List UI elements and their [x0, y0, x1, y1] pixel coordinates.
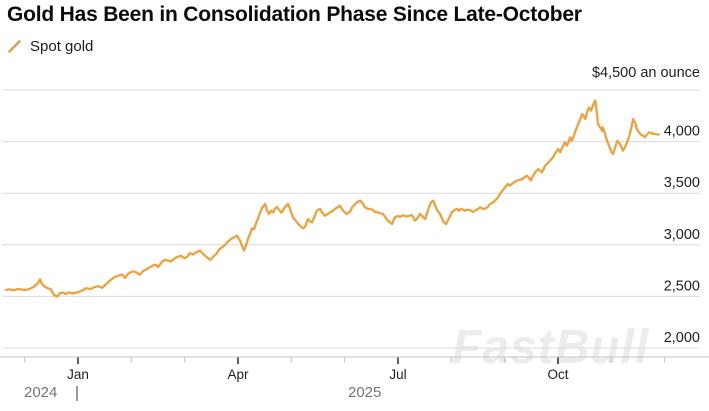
- spot-gold-line: [4, 99, 660, 298]
- x-tick-label: Apr: [227, 367, 249, 382]
- legend-label: Spot gold: [30, 38, 94, 55]
- year-divider: [76, 386, 78, 401]
- year-label-2025: 2025: [348, 384, 382, 401]
- y-tick-label: 2,000: [664, 330, 700, 346]
- legend: Spot gold: [7, 38, 93, 55]
- y-tick-label: 4,000: [664, 124, 700, 140]
- x-tick-label: Jan: [67, 367, 89, 382]
- chart-title: Gold Has Been in Consolidation Phase Sin…: [7, 3, 582, 26]
- spot-gold-legend-mark-icon: [8, 40, 21, 53]
- y-tick-label: 3,500: [664, 175, 700, 191]
- x-tick-label: Oct: [547, 367, 568, 382]
- y-tick-label: 2,500: [664, 278, 700, 294]
- y-tick-label: 3,000: [664, 227, 700, 243]
- year-label-2024: 2024: [24, 384, 58, 401]
- x-tick-label: Jul: [389, 367, 406, 382]
- y-axis-unit-label: $4,500 an ounce: [591, 65, 700, 81]
